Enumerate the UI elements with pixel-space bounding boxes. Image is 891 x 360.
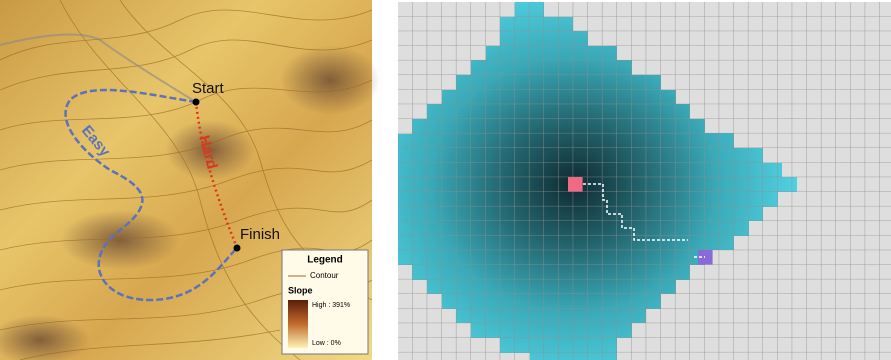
legend-low: Low : 0%: [312, 340, 341, 347]
finish-point: [234, 245, 241, 252]
finish-label: Finish: [240, 226, 280, 243]
slope-ramp: [288, 300, 308, 348]
slope-map: Start Finish Easy Hard Legend Contour Sl…: [0, 0, 380, 360]
legend-high: High : 391%: [312, 302, 350, 309]
grid-lines: [398, 2, 891, 360]
steep-area: [280, 45, 380, 115]
cost-grid: [398, 2, 891, 360]
legend-contour: Contour: [310, 271, 339, 280]
legend: Legend Contour Slope High : 391% Low : 0…: [282, 250, 368, 354]
source-cell: [568, 177, 583, 192]
legend-title: Legend: [307, 255, 343, 266]
start-label: Start: [192, 80, 225, 97]
page: Start Finish Easy Hard Legend Contour Sl…: [0, 0, 891, 360]
figure: Start Finish Easy Hard Legend Contour Sl…: [0, 0, 891, 360]
legend-slope: Slope: [288, 285, 313, 295]
start-point: [193, 99, 200, 106]
